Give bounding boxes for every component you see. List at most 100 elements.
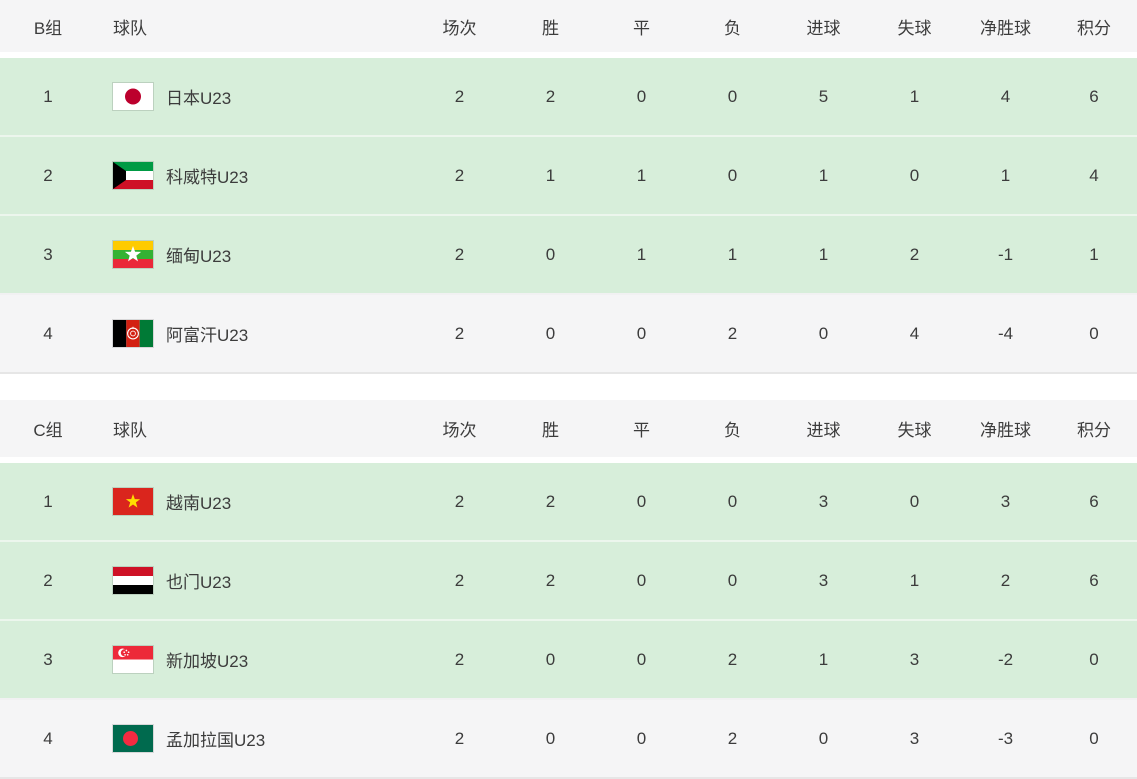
played-cell: 2 bbox=[414, 540, 505, 620]
rank-cell: 2 bbox=[0, 135, 96, 215]
played-cell: 2 bbox=[414, 619, 505, 699]
table-header-row: B组 球队 场次 胜 平 负 进球 失球 净胜球 积分 bbox=[0, 0, 1137, 58]
win-cell: 1 bbox=[505, 135, 596, 215]
goals-against-cell: 0 bbox=[869, 460, 960, 541]
played-cell: 2 bbox=[414, 293, 505, 373]
group-label: B组 bbox=[0, 0, 96, 58]
draw-cell: 0 bbox=[596, 460, 687, 541]
played-cell: 2 bbox=[414, 460, 505, 541]
team-cell: 缅甸U23 bbox=[96, 214, 414, 294]
rank-cell: 1 bbox=[0, 460, 96, 541]
column-header-win: 胜 bbox=[505, 400, 596, 463]
goal-diff-cell: 1 bbox=[960, 135, 1051, 215]
column-header-team: 球队 bbox=[96, 400, 414, 463]
goals-for-cell: 0 bbox=[778, 698, 869, 778]
flag-bangladesh-icon bbox=[113, 725, 153, 752]
points-cell: 0 bbox=[1051, 619, 1137, 699]
team-name-link[interactable]: 科威特U23 bbox=[166, 168, 249, 187]
table-row: 1 越南U23 2 2 0 0 3 0 3 6 bbox=[0, 460, 1137, 541]
played-cell: 2 bbox=[414, 135, 505, 215]
team-name-link[interactable]: 新加坡U23 bbox=[166, 652, 249, 671]
goal-diff-cell: 4 bbox=[960, 55, 1051, 136]
team-cell: 新加坡U23 bbox=[96, 619, 414, 699]
draw-cell: 1 bbox=[596, 135, 687, 215]
team-name-link[interactable]: 日本U23 bbox=[166, 89, 232, 108]
goal-diff-cell: -4 bbox=[960, 293, 1051, 373]
goal-diff-cell: -3 bbox=[960, 698, 1051, 778]
column-header-goals-for: 进球 bbox=[778, 400, 869, 463]
flag-kuwait-icon bbox=[113, 162, 153, 189]
goals-for-cell: 1 bbox=[778, 214, 869, 294]
column-header-goals-against: 失球 bbox=[869, 0, 960, 58]
table-row: 4 阿富汗U23 2 0 0 2 0 4 -4 0 bbox=[0, 293, 1137, 373]
win-cell: 2 bbox=[505, 460, 596, 541]
flag-afghanistan-icon bbox=[113, 320, 153, 347]
table-row: 3 缅甸U23 2 0 1 1 1 2 -1 1 bbox=[0, 214, 1137, 294]
goals-against-cell: 3 bbox=[869, 698, 960, 778]
draw-cell: 1 bbox=[596, 214, 687, 294]
goals-for-cell: 1 bbox=[778, 135, 869, 215]
draw-cell: 0 bbox=[596, 698, 687, 778]
team-name-link[interactable]: 阿富汗U23 bbox=[166, 326, 249, 345]
team-cell: 也门U23 bbox=[96, 540, 414, 620]
column-header-loss: 负 bbox=[687, 0, 778, 58]
table-row: 3 新加坡U23 2 0 0 2 1 3 -2 0 bbox=[0, 619, 1137, 699]
team-cell: 越南U23 bbox=[96, 460, 414, 541]
loss-cell: 0 bbox=[687, 540, 778, 620]
rank-cell: 3 bbox=[0, 214, 96, 294]
win-cell: 0 bbox=[505, 293, 596, 373]
goals-against-cell: 1 bbox=[869, 540, 960, 620]
rank-cell: 3 bbox=[0, 619, 96, 699]
rank-cell: 4 bbox=[0, 293, 96, 373]
draw-cell: 0 bbox=[596, 293, 687, 373]
goal-diff-cell: 2 bbox=[960, 540, 1051, 620]
goal-diff-cell: -2 bbox=[960, 619, 1051, 699]
win-cell: 0 bbox=[505, 698, 596, 778]
goal-diff-cell: 3 bbox=[960, 460, 1051, 541]
column-header-goals-for: 进球 bbox=[778, 0, 869, 58]
goal-diff-cell: -1 bbox=[960, 214, 1051, 294]
column-header-goal-diff: 净胜球 bbox=[960, 0, 1051, 58]
draw-cell: 0 bbox=[596, 540, 687, 620]
points-cell: 0 bbox=[1051, 293, 1137, 373]
column-header-points: 积分 bbox=[1051, 400, 1137, 463]
loss-cell: 1 bbox=[687, 214, 778, 294]
column-header-team: 球队 bbox=[96, 0, 414, 58]
goals-against-cell: 2 bbox=[869, 214, 960, 294]
goals-for-cell: 3 bbox=[778, 460, 869, 541]
flag-myanmar-icon bbox=[113, 241, 153, 268]
loss-cell: 0 bbox=[687, 135, 778, 215]
draw-cell: 0 bbox=[596, 619, 687, 699]
goals-against-cell: 3 bbox=[869, 619, 960, 699]
group-c-standings-table: C组 球队 场次 胜 平 负 进球 失球 净胜球 积分 1 越南U23 2 2 … bbox=[0, 400, 1137, 779]
win-cell: 2 bbox=[505, 55, 596, 136]
team-cell: 科威特U23 bbox=[96, 135, 414, 215]
win-cell: 2 bbox=[505, 540, 596, 620]
team-name-link[interactable]: 越南U23 bbox=[166, 494, 232, 513]
team-cell: 孟加拉国U23 bbox=[96, 698, 414, 778]
played-cell: 2 bbox=[414, 55, 505, 136]
goals-against-cell: 1 bbox=[869, 55, 960, 136]
team-name-link[interactable]: 缅甸U23 bbox=[166, 247, 232, 266]
points-cell: 0 bbox=[1051, 698, 1137, 778]
column-header-draw: 平 bbox=[596, 0, 687, 58]
table-row: 2 也门U23 2 2 0 0 3 1 2 6 bbox=[0, 540, 1137, 620]
column-header-played: 场次 bbox=[414, 0, 505, 58]
loss-cell: 0 bbox=[687, 460, 778, 541]
goals-for-cell: 3 bbox=[778, 540, 869, 620]
team-cell: 阿富汗U23 bbox=[96, 293, 414, 373]
goals-for-cell: 1 bbox=[778, 619, 869, 699]
team-name-link[interactable]: 孟加拉国U23 bbox=[166, 731, 266, 750]
draw-cell: 0 bbox=[596, 55, 687, 136]
column-header-draw: 平 bbox=[596, 400, 687, 463]
flag-vietnam-icon bbox=[113, 488, 153, 515]
column-header-goals-against: 失球 bbox=[869, 400, 960, 463]
goals-against-cell: 4 bbox=[869, 293, 960, 373]
points-cell: 4 bbox=[1051, 135, 1137, 215]
loss-cell: 0 bbox=[687, 55, 778, 136]
goals-against-cell: 0 bbox=[869, 135, 960, 215]
column-header-goal-diff: 净胜球 bbox=[960, 400, 1051, 463]
flag-singapore-icon bbox=[113, 646, 153, 673]
points-cell: 6 bbox=[1051, 55, 1137, 136]
team-name-link[interactable]: 也门U23 bbox=[166, 573, 232, 592]
